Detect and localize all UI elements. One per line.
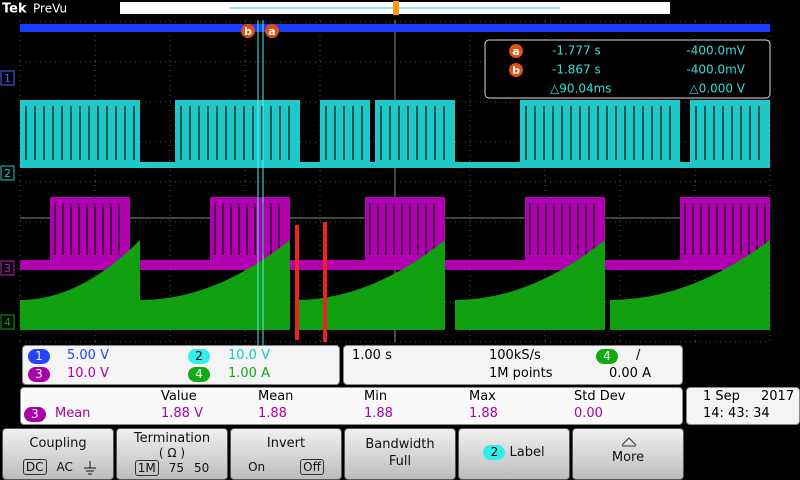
ch4-ramp <box>140 240 290 330</box>
menu-button[interactable]: Coupling DC AC <box>2 428 114 480</box>
meas-value: 0.00 <box>574 406 603 421</box>
menu-button[interactable]: Invert On Off <box>230 428 342 480</box>
cursor-time: -1.867 s <box>552 63 601 77</box>
date: 1 Sep <box>703 389 740 404</box>
brand: Tek <box>2 2 27 17</box>
ch-badge: 1 <box>28 349 50 364</box>
ch-badge: 3 <box>28 367 50 382</box>
meas-header: Max <box>469 389 496 404</box>
ch-scale: 1.00 A <box>228 366 270 381</box>
measurement-panel: Value Mean Min Max Std Dev 3 Mean 1.88 V… <box>20 387 683 425</box>
menu-title: Termination <box>133 431 211 446</box>
menu-badge: 2 <box>483 445 506 460</box>
screen: Tek PreVu b a a -1.777 s -400.0mV b -1.8… <box>0 1 771 345</box>
cursor-delta-time: △90.04ms <box>550 82 612 96</box>
menu-button[interactable]: 2 Label <box>458 428 570 480</box>
meas-header: Value <box>161 389 197 404</box>
menu-option[interactable]: On <box>248 460 266 474</box>
channel-marker-label: 3 <box>4 262 11 275</box>
ch4-ramp <box>295 240 445 330</box>
ch4-ramp <box>20 240 140 330</box>
ch4-ramp <box>455 240 605 330</box>
cursor-marker <box>265 24 279 38</box>
trigger-pos <box>393 1 399 15</box>
menu-value: Full <box>388 454 412 469</box>
meas-header: Std Dev <box>574 389 626 404</box>
ch2-burst <box>690 100 770 165</box>
menu-title: Invert <box>266 436 306 451</box>
ch-scale: 5.00 V <box>67 348 109 363</box>
menu-button[interactable]: More <box>572 428 684 480</box>
datetime-panel: 1 Sep 2017 14: 43: 34 <box>686 387 800 425</box>
meas-type: Mean <box>55 406 91 421</box>
trigger-slope: / <box>636 348 641 363</box>
channel-marker <box>0 70 15 86</box>
more-icon <box>621 437 637 447</box>
ch2-burst <box>520 100 680 165</box>
menu-title: Label <box>509 445 545 460</box>
menu-option[interactable]: AC <box>56 460 73 474</box>
mode: PreVu <box>33 2 67 16</box>
menu-option[interactable]: Off <box>300 459 324 475</box>
cursor-marker-label: a <box>268 25 275 38</box>
menu-title: More <box>611 450 645 465</box>
cursor-marker <box>509 44 523 58</box>
ch2-burst <box>375 100 455 165</box>
ch-scale: 10.0 V <box>67 366 109 381</box>
meas-value: 1.88 <box>469 406 498 421</box>
menu-option[interactable]: 1M <box>134 460 159 476</box>
menu-option[interactable]: 75 <box>168 461 184 475</box>
time-scale: 1.00 s <box>352 348 392 363</box>
menu-title: Coupling <box>29 436 87 451</box>
cursor-level: -400.0mV <box>686 63 745 77</box>
time: 14: 43: 34 <box>703 406 770 421</box>
meas-source: 3 <box>24 407 46 422</box>
channel-marker <box>0 165 15 181</box>
ch-badge: 4 <box>188 367 210 382</box>
ch-scale: 10.0 V <box>228 348 270 363</box>
channel-marker-label: 1 <box>4 72 11 85</box>
timebase-panel: 1.00 s 100kS/s 1M points 4 / 0.00 A <box>343 345 683 385</box>
channel-panel: 1 5.00 V 2 10.0 V 3 10.0 V 4 1.00 A <box>22 345 340 385</box>
cursor-marker-label: b <box>512 64 520 77</box>
meas-value: 1.88 <box>258 406 287 421</box>
ch1-trace <box>20 24 770 32</box>
menu-option[interactable]: 50 <box>194 461 210 475</box>
cursor-time: -1.777 s <box>552 44 601 58</box>
channel-marker-label: 4 <box>4 316 11 329</box>
trigger-source: 4 <box>596 349 618 364</box>
record-length: 1M points <box>489 366 553 381</box>
cursor-readout <box>484 39 771 99</box>
cursor-marker-label: b <box>244 25 252 38</box>
ch2-burst <box>175 100 300 165</box>
menu-subtitle: ( Ω ) <box>158 446 186 460</box>
cursor-level: -400.0mV <box>686 44 745 58</box>
menu-title: Bandwidth <box>365 437 435 452</box>
cursor-marker-label: a <box>512 45 519 58</box>
sample-rate: 100kS/s <box>489 348 541 363</box>
channel-marker <box>0 314 15 330</box>
channel-marker-label: 2 <box>4 167 11 180</box>
meas-value: 1.88 V <box>161 406 203 421</box>
channel-marker <box>0 260 15 276</box>
ch-badge: 2 <box>188 349 210 364</box>
cursor-marker <box>509 63 523 77</box>
menu-button[interactable]: Termination ( Ω ) 1M 75 50 <box>116 428 228 480</box>
meas-header: Min <box>364 389 388 404</box>
ch3-low <box>20 260 770 270</box>
ground-icon[interactable] <box>82 460 98 475</box>
year: 2017 <box>761 389 795 404</box>
trigger-level: 0.00 A <box>609 366 651 381</box>
menu-option[interactable]: DC <box>22 459 47 475</box>
meas-value: 1.88 <box>364 406 393 421</box>
cursor-delta-level: △0.000 V <box>689 82 745 96</box>
menu-button[interactable]: Bandwidth Full <box>344 428 456 480</box>
cursor-marker <box>241 24 255 38</box>
meas-header: Mean <box>258 389 294 404</box>
ch4-ramp <box>610 240 770 330</box>
